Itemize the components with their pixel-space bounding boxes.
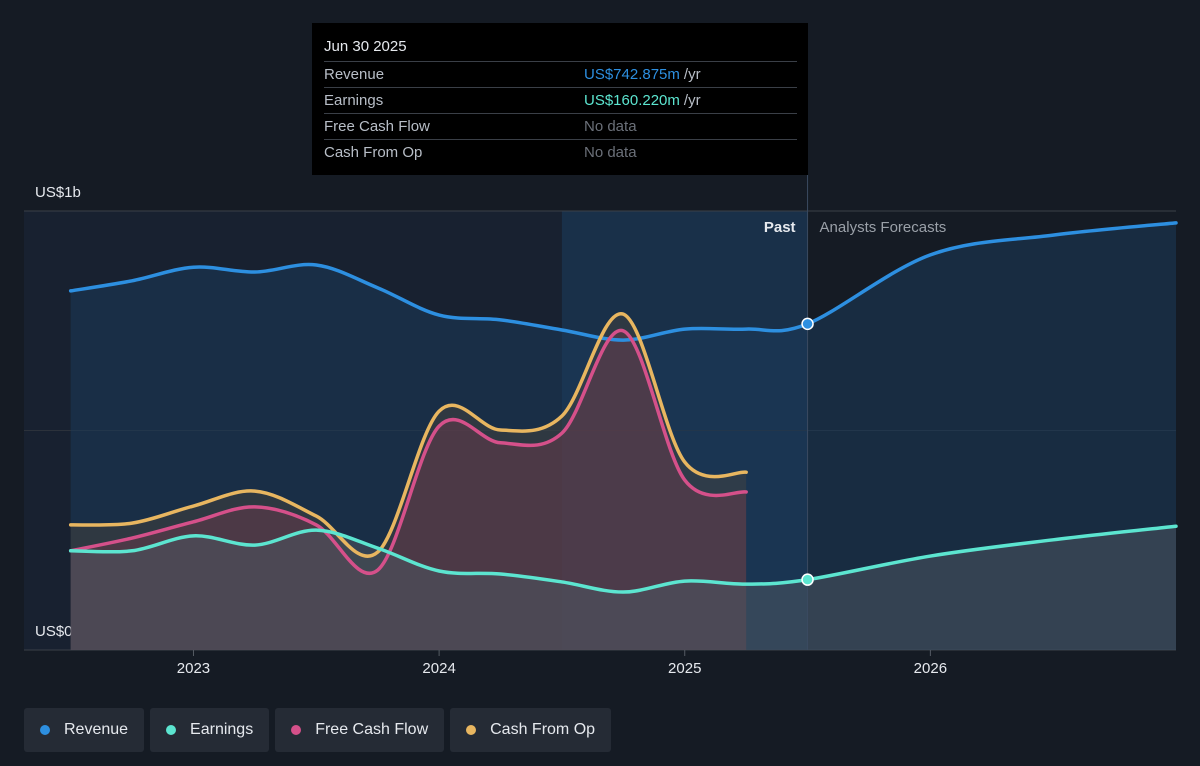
x-tick-label: 2025 — [668, 660, 701, 677]
tooltip-date: Jun 30 2025 — [324, 38, 407, 55]
chart: US$0 US$1b 2023 2024 2025 2026 Past Analysts Fo… — [24, 175, 1178, 677]
legend-swatch — [40, 725, 50, 735]
legend-label: Earnings — [190, 721, 254, 738]
line — [68, 312, 748, 558]
tooltip-row: Earnings US$160.220m/yr — [324, 87, 797, 113]
legend-item[interactable]: Earnings — [150, 708, 270, 752]
legend-label: Revenue — [64, 721, 129, 738]
line — [68, 221, 1178, 342]
legend-swatch — [291, 725, 302, 735]
legend-item[interactable]: Revenue — [24, 708, 145, 752]
tooltip-label: Revenue — [324, 66, 385, 83]
tooltip-label: Earnings — [324, 92, 384, 109]
past-label: Past — [764, 219, 796, 236]
tooltip: Jun 30 2025 Revenue US$742.875m/yr Earnings… — [312, 23, 808, 175]
x-tick-label: 2023 — [177, 660, 210, 677]
y-tick-label: US$1b — [35, 184, 81, 201]
tooltip-label: Cash From Op — [324, 144, 423, 161]
legend-swatch — [166, 725, 177, 735]
marker — [801, 317, 814, 331]
y-tick-label: US$0 — [35, 623, 73, 640]
tooltip-value: US$160.220m — [584, 92, 680, 109]
tooltip-row: Cash From Op No data — [324, 139, 797, 165]
line — [68, 329, 748, 575]
tooltip-row: Revenue US$742.875m/yr — [324, 61, 797, 87]
forecast-label: Analysts Forecasts — [820, 219, 947, 236]
legend-item[interactable]: Free Cash Flow — [275, 708, 445, 752]
tooltip-unit: /yr — [683, 66, 701, 83]
legend: Revenue Earnings Free Cash Flow Cash From O… — [24, 708, 612, 752]
marker — [801, 573, 814, 586]
tooltip-label: Free Cash Flow — [324, 118, 430, 135]
tooltip-value: US$742.875m — [584, 66, 680, 83]
legend-swatch — [466, 725, 477, 735]
tooltip-value: No data — [584, 118, 637, 135]
x-tick-label: 2024 — [422, 660, 455, 677]
tooltip-row: Free Cash Flow No data — [324, 113, 797, 139]
tooltip-unit: /yr — [683, 92, 701, 109]
legend-item[interactable]: Cash From Op — [450, 708, 612, 752]
legend-label: Cash From Op — [490, 721, 596, 738]
tooltip-value: No data — [584, 144, 637, 161]
x-tick-label: 2026 — [914, 660, 947, 677]
legend-label: Free Cash Flow — [315, 721, 429, 738]
line — [68, 524, 1178, 594]
